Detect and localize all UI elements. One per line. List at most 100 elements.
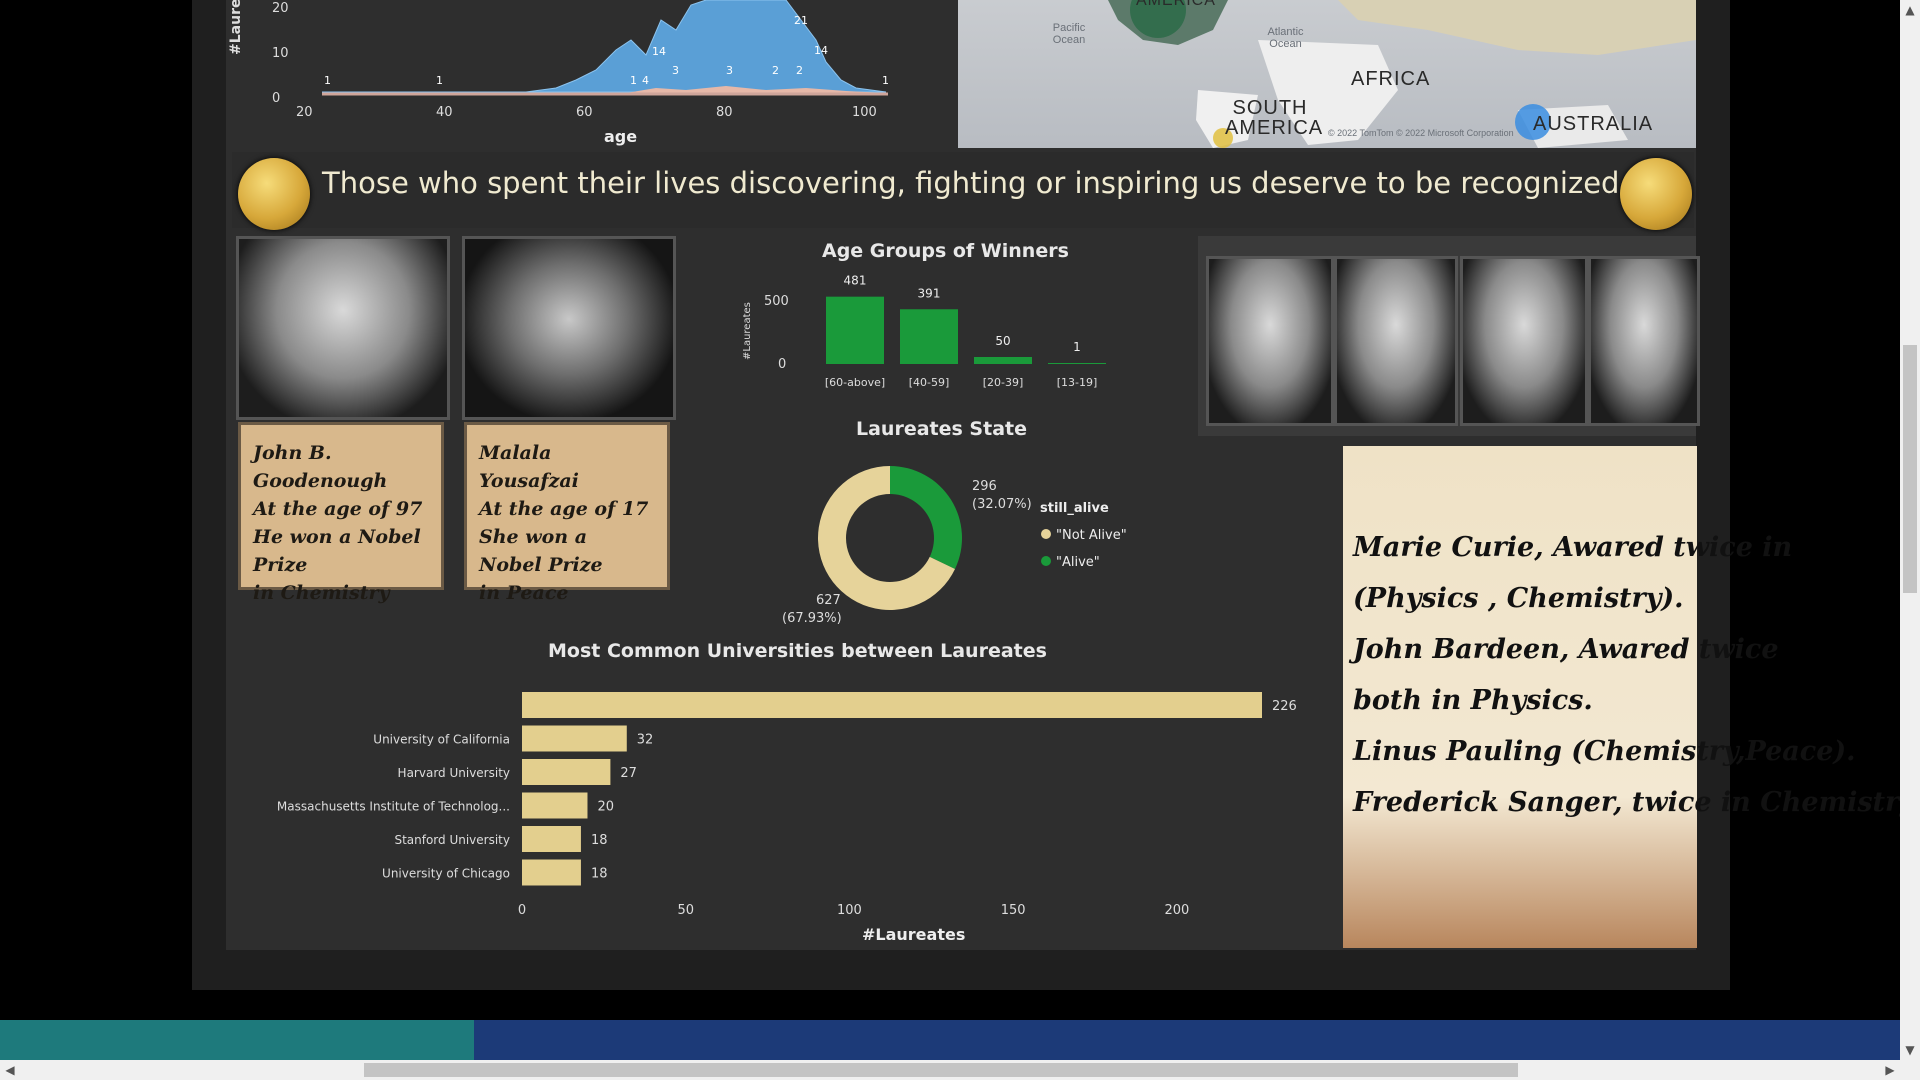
university-bar — [522, 725, 627, 752]
university-xtick: 50 — [677, 903, 694, 918]
map-landmass-africa — [1258, 40, 1398, 145]
area-label: 4 — [642, 74, 649, 87]
universities-chart: 226 32 University of California 27 Harvard U… — [277, 692, 1297, 944]
age-group-value-label: 391 — [918, 286, 941, 300]
scroll-up-icon[interactable]: ▲ — [1905, 3, 1915, 17]
map-landmass-eurasia — [1338, 0, 1696, 55]
university-category-label: University of Chicago — [382, 867, 510, 881]
banner-title: Those who spent their lives discovering,… — [322, 166, 1620, 200]
note-card-malala: Malala Yousafzai At the age of 17 She wo… — [464, 422, 670, 604]
scroll-right-icon[interactable]: ▶ — [1885, 1063, 1895, 1077]
area-ytick: 20 — [272, 1, 289, 16]
university-bar — [522, 692, 1262, 718]
age-area-chart: #Laureates 20 10 0 1 1 1 4 14 3 3 21 14 … — [226, 0, 946, 150]
university-xtick: 200 — [1164, 903, 1189, 918]
nobel-medal-icon — [1620, 158, 1692, 230]
scroll-left-icon[interactable]: ◀ — [5, 1063, 15, 1077]
age-group-bar — [974, 357, 1032, 364]
portrait-malala — [462, 236, 676, 420]
area-label: 2 — [772, 64, 779, 77]
area-label: 1 — [436, 74, 443, 87]
banner — [232, 152, 1694, 228]
university-bar — [522, 792, 588, 819]
age-groups-title: Age Groups of Winners — [822, 240, 1069, 262]
area-series-total — [322, 0, 887, 93]
note-line: At the age of 97 — [253, 498, 423, 520]
universities-xlabel: #Laureates — [862, 925, 965, 944]
area-label: 21 — [794, 14, 808, 27]
age-groups-chart: #Laureates 500 0 481 [60-above] 391 [40-59]… — [742, 274, 1106, 389]
area-label: 2 — [796, 64, 803, 77]
note-line: He won a Nobel Prize — [253, 526, 421, 576]
legend-item-alive[interactable]: "Alive" — [1056, 555, 1100, 570]
note-card-goodenough: John B. Goodenough At the age of 97 He w… — [238, 422, 444, 604]
note-line: in Chemistry — [253, 582, 390, 604]
map-label-america: AMERICA — [1136, 0, 1216, 9]
map-label-south-america: SOUTH AMERICA — [1225, 97, 1324, 139]
university-category-label: University of California — [373, 733, 510, 747]
university-category-label: Stanford University — [394, 833, 510, 847]
area-ylabel: #Laureates — [228, 0, 244, 55]
right-note-line: (Physics , Chemistry). — [1353, 583, 1684, 614]
university-value-label: 18 — [591, 867, 608, 882]
map-landmass-south-america — [1196, 90, 1258, 148]
age-groups-ytick: 0 — [778, 357, 786, 372]
legend-marker-not-alive — [1041, 529, 1051, 539]
area-ytick: 10 — [272, 46, 289, 61]
university-xtick: 100 — [837, 903, 862, 918]
university-value-label: 27 — [620, 766, 637, 781]
note-line: She won a Nobel Prize — [479, 526, 603, 576]
portrait-frederick-sanger — [1588, 256, 1700, 426]
vertical-scroll-thumb[interactable] — [1903, 345, 1917, 593]
world-map[interactable]: AMERICA AFRICA SOUTH AMERICA AUSTRALIA P… — [958, 0, 1696, 148]
note-line: in Peace — [479, 582, 569, 604]
right-note-line: John Bardeen, Awared twice — [1353, 634, 1779, 665]
note-line: At the age of 17 — [479, 498, 649, 520]
right-note-line: both in Physics. — [1353, 685, 1593, 716]
university-bar — [522, 759, 611, 785]
age-groups-ylabel: #Laureates — [742, 302, 753, 360]
age-group-bar — [826, 296, 884, 364]
university-bar — [522, 826, 581, 852]
right-note-card: Marie Curie, Awared twice in (Physics , … — [1343, 446, 1915, 948]
donut-label-alive: 296 — [972, 479, 997, 494]
map-ocean-pacific: Pacific Ocean — [1052, 22, 1086, 46]
map-bubble — [1515, 104, 1551, 140]
age-group-category-label: [13-19] — [1057, 376, 1098, 389]
donut-pct-alive: (32.07%) — [972, 497, 1032, 512]
right-note-line: Frederick Sanger, twice in Chemistry — [1353, 787, 1915, 818]
universities-title: Most Common Universities between Laureat… — [548, 640, 1047, 662]
area-label: 14 — [652, 45, 666, 58]
university-category-label: Harvard University — [398, 766, 510, 780]
area-label: 3 — [672, 64, 679, 77]
age-group-category-label: [20-39] — [983, 376, 1024, 389]
bottom-strip-teal — [0, 1020, 474, 1060]
area-label: 1 — [630, 74, 637, 87]
donut-slice — [890, 466, 962, 569]
map-credit: © 2022 TomTom © 2022 Microsoft Corporati… — [1328, 128, 1514, 138]
area-label: 14 — [814, 44, 828, 57]
university-category-label: Massachusetts Institute of Technolog... — [277, 800, 510, 814]
age-groups-ytick: 500 — [764, 294, 789, 309]
legend-item-not-alive[interactable]: "Not Alive" — [1056, 528, 1127, 543]
horizontal-scroll-thumb[interactable] — [364, 1063, 1518, 1077]
right-note-line: Marie Curie, Awared twice in — [1353, 532, 1793, 563]
map-ocean-atlantic: Atlantic Ocean — [1267, 26, 1304, 50]
map-label-australia: AUSTRALIA — [1533, 113, 1654, 135]
area-xtick: 40 — [436, 105, 453, 120]
area-label: 1 — [882, 74, 889, 87]
note-line: John B. Goodenough — [253, 442, 388, 492]
university-xtick: 0 — [518, 903, 526, 918]
note-line: Malala Yousafzai — [479, 442, 579, 492]
university-value-label: 20 — [597, 800, 614, 815]
age-group-bar — [1048, 363, 1106, 364]
scroll-down-icon[interactable]: ▼ — [1905, 1043, 1915, 1057]
university-value-label: 32 — [637, 733, 654, 748]
area-xtick: 60 — [576, 105, 593, 120]
portrait-marie-curie — [1206, 256, 1334, 426]
area-label: 1 — [324, 74, 331, 87]
university-bar — [522, 859, 581, 886]
age-group-bar — [900, 309, 958, 364]
area-xtick: 80 — [716, 105, 733, 120]
age-group-value-label: 481 — [844, 274, 867, 288]
